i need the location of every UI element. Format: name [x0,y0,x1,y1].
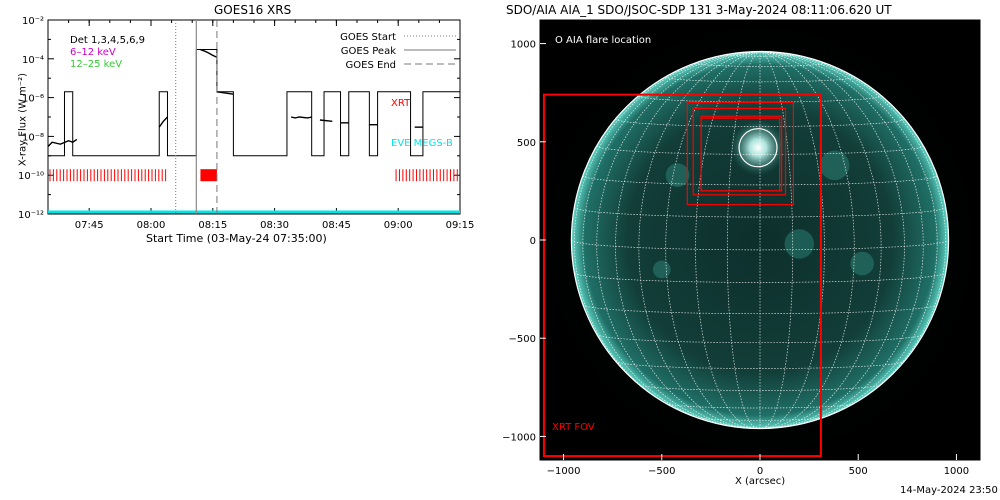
aia-image-panel: SDO/AIA AIA_1 SDO/JSOC-SDP 131 3-May-202… [500,0,1000,500]
goes-flux-series [200,48,218,58]
aia-x-tick-label: 500 [849,466,868,477]
aia-x-tick-label: 0 [757,466,763,477]
latitude-gridline [596,334,924,344]
goes-legend-label: GOES Start [340,32,396,43]
goes-y-tick-label: 10⁻¹² [18,210,44,221]
goes-band-label: 6–12 keV [70,47,116,58]
active-region [819,150,850,181]
goes-x-tick-label: 08:45 [322,220,351,231]
xrt-fov-label: XRT FOV [552,422,595,433]
longitude-gridline [665,51,761,429]
xrt-pointing-box [686,101,794,206]
goes-x-tick-label: 07:45 [75,220,104,231]
active-region [784,229,815,259]
longitude-gridline [615,51,761,429]
solar-disk [571,51,949,429]
aia-sun-image: XRT FOV O AIA flare location −1000 −500 0 500… [502,19,981,477]
longitude-gridline [759,51,825,429]
goes-band-label: Det 1,3,4,5,6,9 [70,35,145,46]
goes-x-tick-label: 09:00 [384,220,413,231]
xrt-pointing-box [692,107,787,196]
longitude-gridline [759,51,924,429]
latitude-gridline [696,417,824,421]
goes-y-tick-label: 10⁻⁶ [22,94,44,105]
goes-x-tick-label: 08:15 [198,220,227,231]
goes-band-label: 12–25 keV [70,59,122,70]
xrt-coverage-block [200,169,217,182]
aia-x-tick-label: 1000 [944,466,969,477]
goes-y-tick-label: 10⁻² [22,16,44,27]
longitude-gridline [759,51,905,429]
latitude-gridline [615,118,905,127]
goes-xrs-panel: GOES16 XRS X-ray Flux (W m⁻²) Start Time… [0,0,480,260]
aia-legend-label: O AIA flare location [555,35,651,46]
xrt-fov-box [542,93,822,458]
goes-xrs-plot: 10⁻¹² 10⁻¹⁰ 10⁻⁸ 10⁻⁶ 10⁻⁴ 10⁻² 07:45 08:00 08:1… [18,16,475,231]
goes-flux-series [319,119,333,123]
flare-location-circle [738,128,778,168]
goes-x-axis-label: Start Time (03-May-24 07:35:00) [146,232,327,245]
aia-image-content: XRT FOV O AIA flare location [540,20,980,460]
active-region [850,251,874,276]
goes-flux-outline [48,49,460,157]
goes-y-tick-label: 10⁻⁸ [22,132,44,143]
longitude-gridline [596,51,761,429]
footer-timestamp: 14-May-2024 23:50 [900,485,998,496]
goes-x-tick-label: 08:00 [137,220,166,231]
aia-x-tick-label: −500 [648,466,675,477]
latitude-gridline [574,272,946,283]
xrt-pointing-box [700,117,781,192]
solar-limb [570,50,950,430]
goes-x-tick-label: 09:15 [446,220,475,231]
latitude-gridline [666,403,854,409]
xrt-coverage-label: XRT [391,98,411,109]
goes-y-tick-label: 10⁻⁴ [22,55,44,66]
active-region [652,260,671,279]
goes-flux-series [47,138,78,148]
goes-legend-label: GOES Peak [341,46,396,57]
goes-flux-series [158,116,168,128]
aia-x-axis-label: X (arcsec) [735,476,786,487]
longitude-gridline [759,51,794,429]
latitude-gridline [639,384,881,391]
aia-y-tick-label: −500 [509,334,536,345]
goes-legend-label: GOES End [346,60,396,71]
aia-y-tick-label: 0 [530,236,536,247]
longitude-gridline [695,51,761,429]
longitude-gridline [759,51,855,429]
goes-x-tick-label: 08:30 [260,220,289,231]
longitude-gridline [573,51,761,420]
flare-glow [730,119,787,176]
aia-image-title: SDO/AIA AIA_1 SDO/JSOC-SDP 131 3-May-202… [506,3,892,17]
latitude-gridline [571,239,949,251]
longitude-gridline [726,51,761,429]
goes-flux-series [216,91,234,95]
longitude-gridline [759,51,947,420]
aia-x-tick-label: −1000 [547,466,581,477]
goes-chart-title: GOES16 XRS [214,3,292,17]
goes-y-tick-label: 10⁻¹⁰ [18,171,44,182]
aia-y-tick-label: 1000 [511,40,536,51]
eve-coverage-label: EVE MEGS-B [391,138,453,149]
aia-y-tick-label: 500 [517,138,536,149]
latitude-gridline [573,207,947,218]
aia-y-tick-label: −1000 [502,432,536,443]
goes-flux-series [290,116,312,119]
